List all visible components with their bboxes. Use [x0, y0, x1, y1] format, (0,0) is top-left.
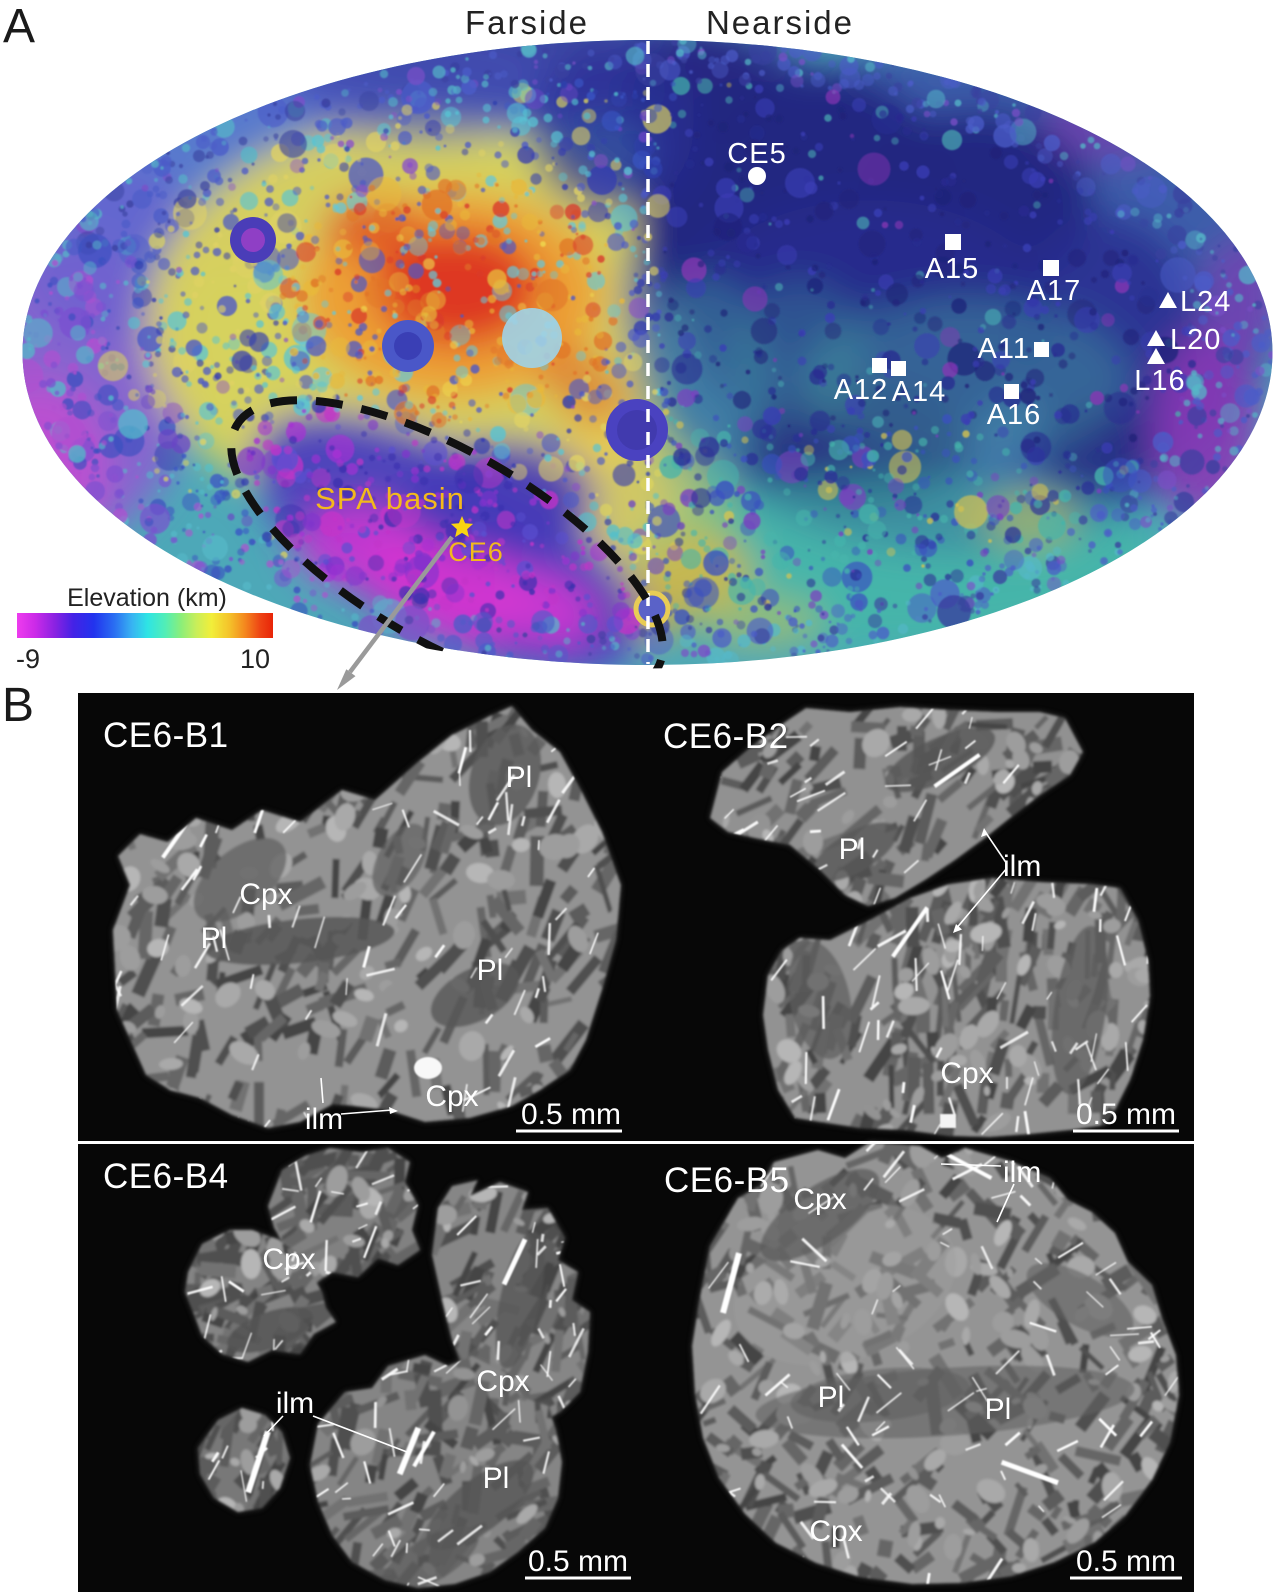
svg-text:L20: L20: [1170, 324, 1221, 356]
svg-text:A12: A12: [834, 374, 889, 406]
svg-text:L16: L16: [1134, 365, 1185, 397]
svg-text:A11: A11: [978, 333, 1030, 365]
svg-text:L24: L24: [1180, 286, 1231, 318]
svg-text:-9: -9: [16, 644, 40, 674]
svg-text:CE6: CE6: [448, 537, 504, 567]
svg-text:A17: A17: [1027, 275, 1082, 307]
svg-text:B: B: [2, 679, 34, 732]
svg-text:Elevation (km): Elevation (km): [67, 584, 227, 612]
svg-text:A16: A16: [987, 399, 1042, 431]
svg-text:Farside: Farside: [465, 4, 589, 41]
svg-text:CE5: CE5: [727, 138, 786, 170]
svg-text:A14: A14: [892, 376, 947, 408]
svg-text:10: 10: [240, 644, 270, 674]
svg-text:Nearside: Nearside: [706, 4, 854, 41]
svg-text:A15: A15: [925, 253, 980, 285]
svg-text:A: A: [3, 0, 35, 53]
svg-text:SPA basin: SPA basin: [315, 481, 465, 516]
